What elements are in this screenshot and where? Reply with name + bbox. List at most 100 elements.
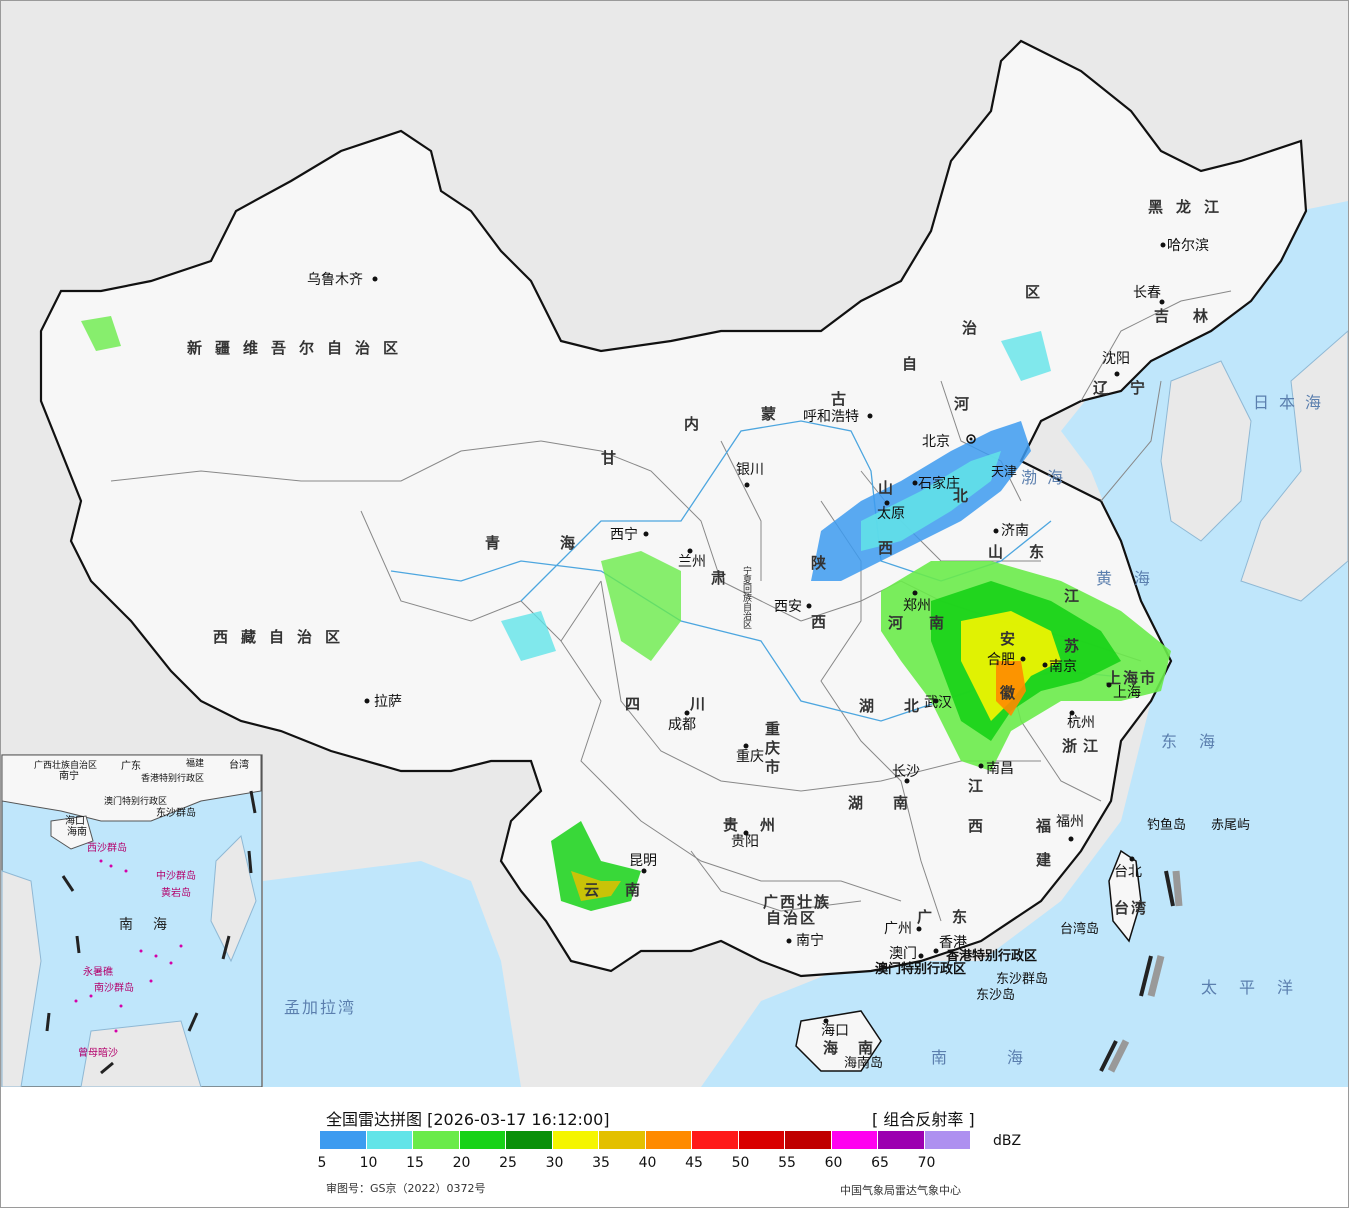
radar-mosaic-title: 全国雷达拼图 [2026-03-17 16:12:00] [326, 1110, 610, 1129]
label-gansu: 甘 [601, 449, 629, 467]
color-swatch-7 [645, 1131, 692, 1149]
city-shijiazhuang: 石家庄 [918, 475, 960, 492]
city-chongqing: 重庆 [736, 749, 764, 765]
inset-hainan: 海南 [67, 825, 87, 838]
label-neimenggu-6: 区 [1025, 283, 1053, 301]
sea-bohai: 渤海 [1021, 468, 1073, 487]
label-anhui-2: 徽 [999, 684, 1028, 702]
radar-legend: 全国雷达拼图 [2026-03-17 16:12:00] [ 组合反射率 ] d… [1, 1088, 1348, 1207]
label-hebei-2: 北 [953, 487, 981, 505]
color-swatch-5 [552, 1131, 599, 1149]
echo-southwest [501, 611, 556, 661]
label-yunnan: 云南 [584, 881, 666, 899]
product-type-label: [ 组合反射率 ] [872, 1110, 975, 1129]
sea-east: 东海 [1161, 732, 1237, 751]
label-sichuan: 四川 [625, 695, 755, 713]
city-nanning: 南宁 [796, 932, 824, 949]
city-changchun: 长春 [1133, 285, 1161, 301]
label-tianjin: 天津 [991, 465, 1017, 480]
city-xining: 西宁 [610, 526, 638, 543]
label-qinghai: 青海 [485, 534, 635, 552]
label-henan: 河南 [888, 614, 970, 632]
label-diaoyu: 钓鱼岛 [1147, 817, 1186, 833]
sea-bengal: 孟加拉湾 [284, 998, 356, 1017]
city-hohhot: 呼和浩特 [803, 409, 859, 425]
label-neimenggu-5: 治 [962, 319, 990, 337]
label-guangdong: 广东 [917, 908, 987, 926]
label-jiangxi-1: 江 [968, 777, 996, 795]
inset-south-sea: 南海 [119, 917, 187, 933]
label-guangxi-2: 自治区 [766, 909, 817, 927]
agency-credit: 中国气象局雷达气象中心 [840, 1184, 961, 1197]
label-dongsha-island: 东沙岛 [976, 987, 1015, 1003]
maritime-boundary-dashes [1099, 870, 1175, 1072]
inset-guangxi: 广西壮族自治区 [34, 759, 97, 771]
japan-land [1240, 330, 1348, 602]
echo-yunnan [551, 821, 641, 911]
inset-dongsha: 东沙群岛 [156, 806, 196, 819]
color-swatch-1 [366, 1131, 413, 1149]
tick-label: 70 [917, 1155, 936, 1171]
tick-label: 45 [685, 1155, 703, 1171]
sea-pacific: 太平洋 [1201, 978, 1315, 997]
city-yinchuan: 银川 [736, 462, 764, 478]
unit-label: dBZ [993, 1133, 1022, 1149]
sea-japan: 日本海 [1253, 393, 1331, 412]
label-chiwei: 赤尾屿 [1211, 818, 1250, 833]
echo-qinghai [601, 551, 681, 661]
color-swatch-0 [320, 1131, 367, 1149]
city-guiyang: 贵阳 [731, 834, 759, 850]
echo-yunnan-yellow [571, 871, 621, 901]
label-xinjiang: 新疆维吾尔自治区 [187, 339, 411, 357]
china-radar-map[interactable]: 新疆维吾尔自治区 西藏自治区 青海 甘 肃 内 蒙 古 自 治 区 黑龙江 吉林… [1, 1, 1348, 1087]
city-shanghai: 上海 [1113, 685, 1141, 701]
city-lhasa: 拉萨 [374, 694, 402, 710]
maritime-boundary-dashes-grey [1107, 870, 1183, 1073]
label-ningxia: 宁夏回族自治区 [741, 565, 752, 629]
city-beijing: 北京 [922, 434, 950, 450]
color-swatch-4 [506, 1131, 553, 1149]
inset-xisha: 西沙群岛 [87, 841, 127, 854]
echo-northeast [1001, 331, 1051, 381]
inset-huangyan: 黄岩岛 [161, 886, 191, 899]
label-hk-sar: 香港特别行政区 [945, 948, 1037, 964]
city-shenyang: 沈阳 [1102, 351, 1130, 367]
city-nanjing: 南京 [1049, 659, 1077, 675]
city-guangzhou: 广州 [884, 921, 912, 937]
city-taipei: 台北 [1114, 864, 1142, 880]
ocean-bengal [263, 861, 521, 1087]
city-harbin: 哈尔滨 [1167, 238, 1209, 254]
label-fujian-1: 福 [1035, 817, 1064, 835]
tick-label: 55 [778, 1155, 796, 1171]
label-shaanxi-2: 西 [811, 613, 839, 631]
label-jiangsu-2: 苏 [1064, 637, 1092, 655]
label-anhui-1: 安 [1000, 630, 1028, 648]
color-swatch-6 [599, 1131, 646, 1149]
echo-xinjiang [81, 316, 121, 351]
sea-labels: 日本海 渤海 黄海 东海 南海 太平洋 孟加拉湾 [284, 393, 1331, 1067]
radar-echoes [81, 316, 1171, 911]
label-jiangxi-2: 西 [968, 817, 996, 835]
city-zhengzhou: 郑州 [903, 598, 931, 614]
label-xizang: 西藏自治区 [213, 628, 353, 646]
city-lanzhou: 兰州 [678, 554, 706, 570]
label-neimenggu-3: 古 [831, 390, 859, 408]
inset-haikou: 海口 [65, 814, 85, 827]
label-heilongjiang: 黑龙江 [1148, 198, 1232, 216]
tick-label: 20 [452, 1155, 471, 1171]
city-kunming: 昆明 [629, 853, 657, 869]
south-china-sea-inset: 广西壮族自治区 南宁 广东 香港特别行政区 澳门特别行政区 东沙群岛 海口 海南… [1, 754, 263, 1087]
province-labels: 新疆维吾尔自治区 西藏自治区 青海 甘 肃 内 蒙 古 自 治 区 黑龙江 吉林… [187, 198, 1232, 1057]
city-hangzhou: 杭州 [1067, 715, 1095, 731]
city-urumqi: 乌鲁木齐 [307, 272, 363, 288]
color-scale [320, 1131, 971, 1149]
label-shanxi-2: 西 [878, 539, 906, 557]
color-scale-ticks: 5 10 15 20 25 30 35 40 45 50 55 60 65 70 [1, 1155, 1001, 1173]
city-labels: 乌鲁木齐 拉萨 西宁 兰州 银川 呼和浩特 北京 石家庄 太原 济南 郑州 西安… [307, 238, 1250, 1071]
inset-macau: 澳门特别行政区 [104, 795, 167, 807]
color-swatch-2 [413, 1131, 460, 1149]
label-taiwan: 台湾 [1114, 899, 1148, 917]
label-shanghai: 上海市 [1106, 669, 1157, 687]
label-zhejiang: 浙江 [1062, 737, 1104, 755]
color-swatch-10 [785, 1131, 832, 1149]
